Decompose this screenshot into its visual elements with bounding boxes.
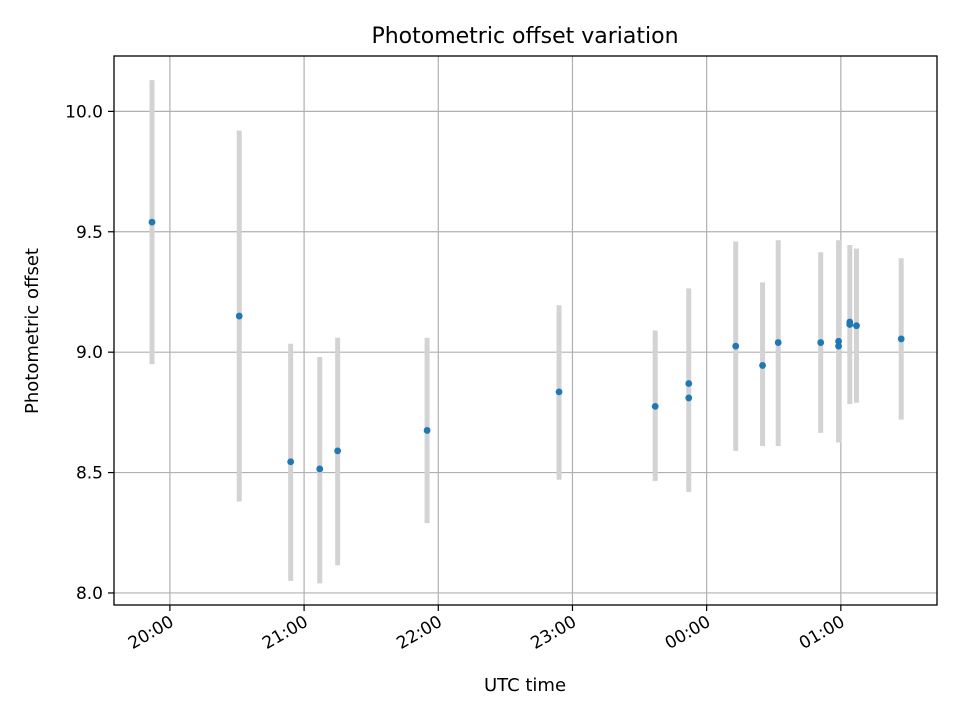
data-point [897, 335, 905, 343]
data-point [732, 342, 740, 350]
data-point [853, 322, 860, 330]
data-point [316, 465, 324, 473]
data-point [835, 337, 842, 345]
y-tick-label: 8.5 [76, 464, 103, 484]
x-axis-label: UTC time [484, 675, 566, 696]
data-point [148, 218, 156, 226]
data-point [817, 339, 825, 346]
data-point [235, 312, 243, 320]
y-axis-label: Photometric offset [22, 248, 43, 414]
data-point [774, 339, 782, 346]
data-point [423, 427, 431, 434]
data-point [759, 362, 766, 369]
chart-title: Photometric offset variation [371, 24, 678, 49]
data-points [148, 218, 905, 473]
y-tick-label: 8.0 [76, 584, 103, 604]
y-tick-label: 9.0 [76, 343, 103, 363]
y-axis-ticks: 8.0 8.5 9.0 9.5 10.0 [65, 102, 114, 604]
y-tick-label: 10.0 [65, 102, 103, 122]
data-point [846, 321, 854, 328]
y-tick-label: 9.5 [76, 223, 103, 243]
data-point [651, 402, 659, 410]
data-point [685, 394, 693, 402]
data-point [334, 447, 342, 455]
data-point [835, 342, 842, 350]
data-point [555, 388, 563, 396]
plot-frame [113, 55, 938, 606]
data-point [287, 458, 295, 466]
data-point [685, 380, 693, 387]
